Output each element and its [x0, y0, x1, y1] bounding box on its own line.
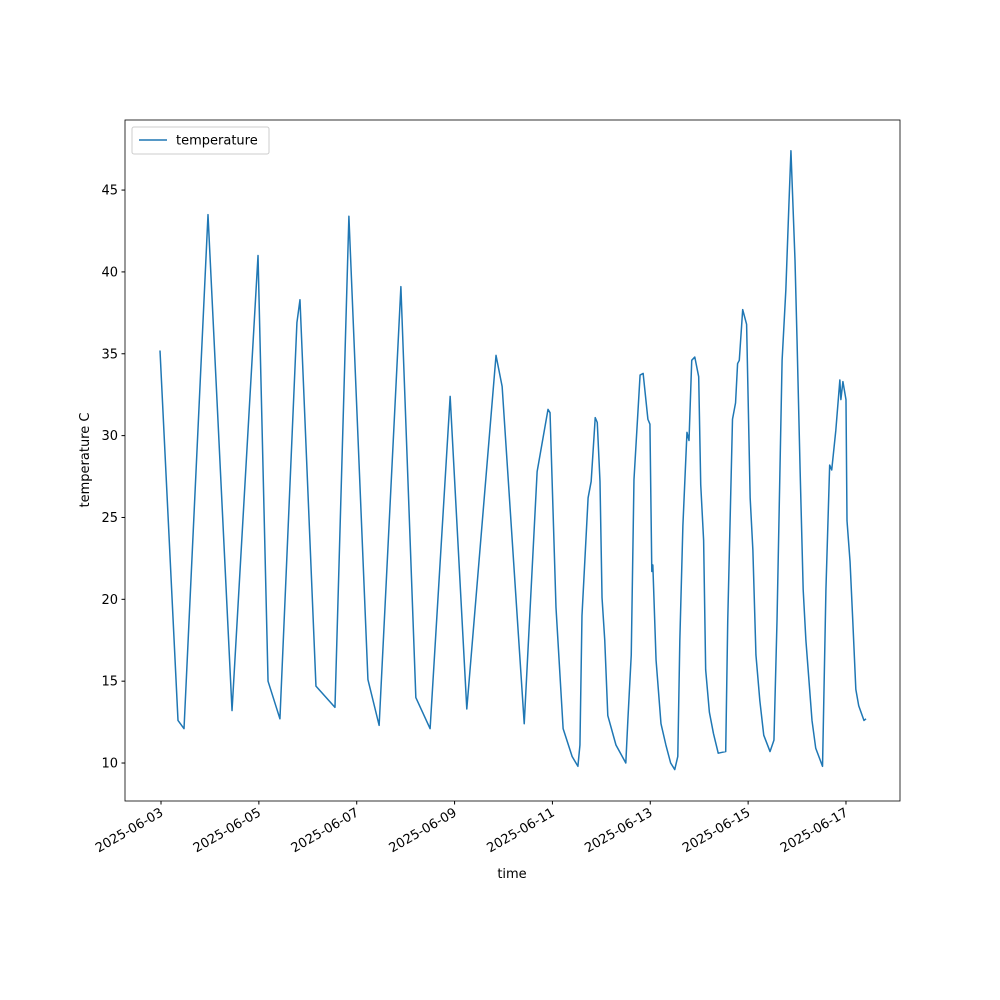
- y-tick-label: 10: [101, 757, 118, 772]
- y-tick-label: 20: [101, 593, 118, 608]
- y-tick-label: 15: [101, 675, 118, 690]
- x-tick-label: 2025-06-17: [778, 805, 851, 856]
- y-tick-label: 25: [101, 511, 118, 526]
- y-tick-label: 30: [101, 429, 118, 444]
- y-tick-label: 40: [101, 265, 118, 280]
- axes-frame: [124, 119, 901, 802]
- x-tick-label: 2025-06-07: [289, 805, 362, 856]
- x-tick-label: 2025-06-09: [387, 805, 460, 856]
- line: [159, 150, 867, 771]
- x-tick-label: 2025-06-05: [191, 805, 264, 856]
- x-tick-label: 2025-06-11: [484, 805, 557, 856]
- y-axis-label: temperature C: [78, 413, 93, 508]
- legend-box: [131, 126, 270, 155]
- x-axis-label: time: [497, 867, 526, 882]
- x-tick-label: 2025-06-03: [93, 805, 166, 856]
- y-tick-label: 35: [101, 347, 118, 362]
- x-tick-label: 2025-06-15: [680, 805, 753, 856]
- legend-label: temperature: [176, 134, 258, 149]
- plot-area: [125, 120, 900, 801]
- y-tick-label: 45: [101, 184, 118, 199]
- x-tick-label: 2025-06-13: [582, 805, 655, 856]
